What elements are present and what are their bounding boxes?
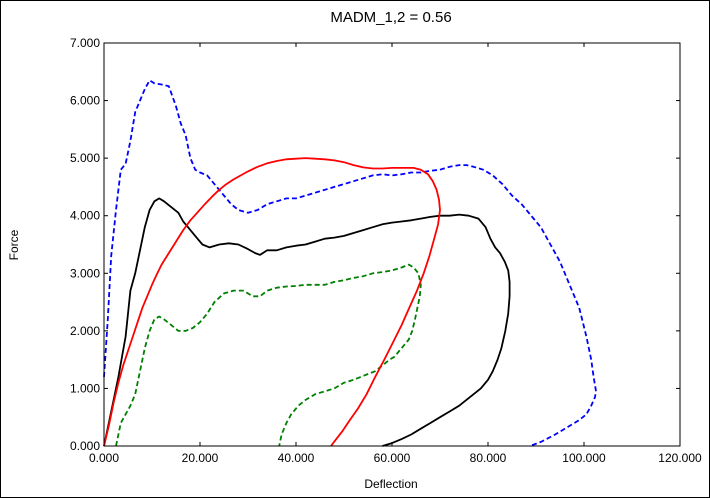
y-tick-label: 7.000 <box>70 36 100 50</box>
x-tick-label: 0.000 <box>89 451 119 465</box>
y-tick-label: 0.000 <box>70 439 100 453</box>
y-tick-label: 6.000 <box>70 94 100 108</box>
y-axis-label: Force <box>7 229 21 260</box>
plot-border <box>103 42 681 447</box>
series-line-2 <box>103 197 511 447</box>
x-tick-label: 120.000 <box>658 451 702 465</box>
chart-title: MADM_1,2 = 0.56 <box>330 9 451 26</box>
x-tick-label: 100.000 <box>562 451 606 465</box>
x-tick-label: 20.000 <box>182 451 219 465</box>
x-tick-label: 60.000 <box>374 451 411 465</box>
y-tick-label: 1.000 <box>70 381 100 395</box>
y-tick-label: 3.000 <box>70 266 100 280</box>
x-axis-label: Deflection <box>364 477 417 491</box>
y-tick-label: 5.000 <box>70 151 100 165</box>
x-tick-label: 40.000 <box>278 451 315 465</box>
y-tick-label: 4.000 <box>70 209 100 223</box>
y-tick-label: 2.000 <box>70 324 100 338</box>
x-tick-label: 80.000 <box>470 451 507 465</box>
series-line-1 <box>103 79 597 447</box>
series-line-4 <box>103 157 441 447</box>
series-line-3 <box>115 263 422 447</box>
